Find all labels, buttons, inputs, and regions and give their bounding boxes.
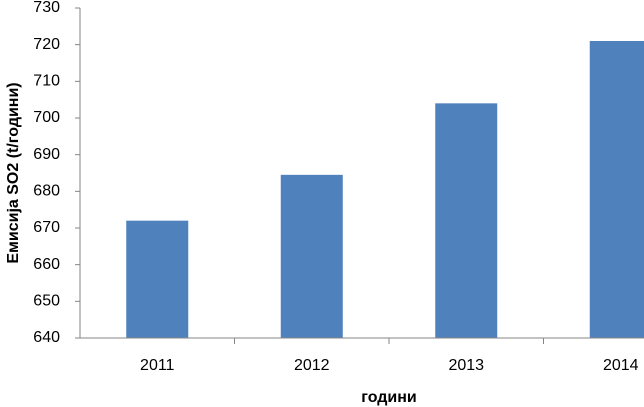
bar	[126, 220, 189, 338]
x-tick-label: 2014	[603, 357, 639, 374]
x-tick-label: 2013	[448, 357, 484, 374]
y-tick-label: 650	[33, 293, 60, 310]
bar	[589, 41, 644, 338]
y-tick-label: 680	[33, 183, 60, 200]
y-tick-label: 670	[33, 219, 60, 236]
y-tick-label: 710	[33, 73, 60, 90]
y-tick-label: 660	[33, 256, 60, 273]
x-tick-label: 2011	[140, 357, 175, 374]
y-tick-label: 700	[33, 109, 60, 126]
y-tick-label: 730	[33, 0, 60, 16]
x-axis-title: години	[361, 389, 417, 406]
bar	[280, 174, 343, 338]
x-tick-label: 2012	[294, 357, 330, 374]
bar	[435, 103, 498, 338]
y-tick-label: 690	[33, 146, 60, 163]
y-axis-title: Емисија SO2 (t/години)	[5, 82, 22, 263]
y-tick-label: 720	[33, 36, 60, 53]
y-tick-label: 640	[33, 329, 60, 346]
